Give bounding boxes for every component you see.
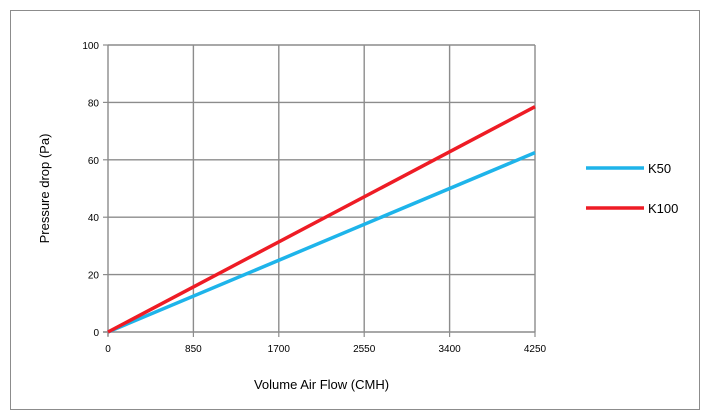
grid-lines	[108, 44, 536, 332]
y-tick-label: 20	[88, 271, 100, 282]
legend-label-k100: K100	[648, 201, 678, 216]
y-tick-label: 80	[88, 98, 100, 109]
line-chart: 0 20 40 60 80 100 0 850 1700 2550 3400 4250 K50 K100…	[37, 41, 678, 392]
x-tick-label: 0	[105, 344, 111, 355]
x-tick-label: 1700	[268, 344, 291, 355]
x-tick-label: 3400	[438, 344, 461, 355]
y-tick-label: 40	[88, 213, 100, 224]
x-tick-label: 4250	[524, 344, 547, 355]
series-lines	[107, 105, 536, 334]
legend-label-k50: K50	[648, 161, 671, 176]
y-tick-label: 0	[93, 328, 99, 339]
legend: K50 K100	[586, 161, 678, 216]
x-tick-label: 2550	[353, 344, 376, 355]
series-line-k100	[107, 105, 536, 334]
axes: 0 20 40 60 80 100 0 850 1700 2550 3400 4250	[82, 41, 546, 355]
x-axis-title: Volume Air Flow (CMH)	[254, 377, 389, 392]
chart-area: 0 20 40 60 80 100 0 850 1700 2550 3400 4250 K50 K100…	[10, 10, 700, 410]
y-tick-label: 60	[88, 156, 100, 167]
y-axis-title: Pressure drop (Pa)	[37, 134, 52, 244]
x-tick-label: 850	[185, 344, 202, 355]
y-tick-label: 100	[82, 41, 99, 52]
series-line-k50	[107, 151, 536, 334]
